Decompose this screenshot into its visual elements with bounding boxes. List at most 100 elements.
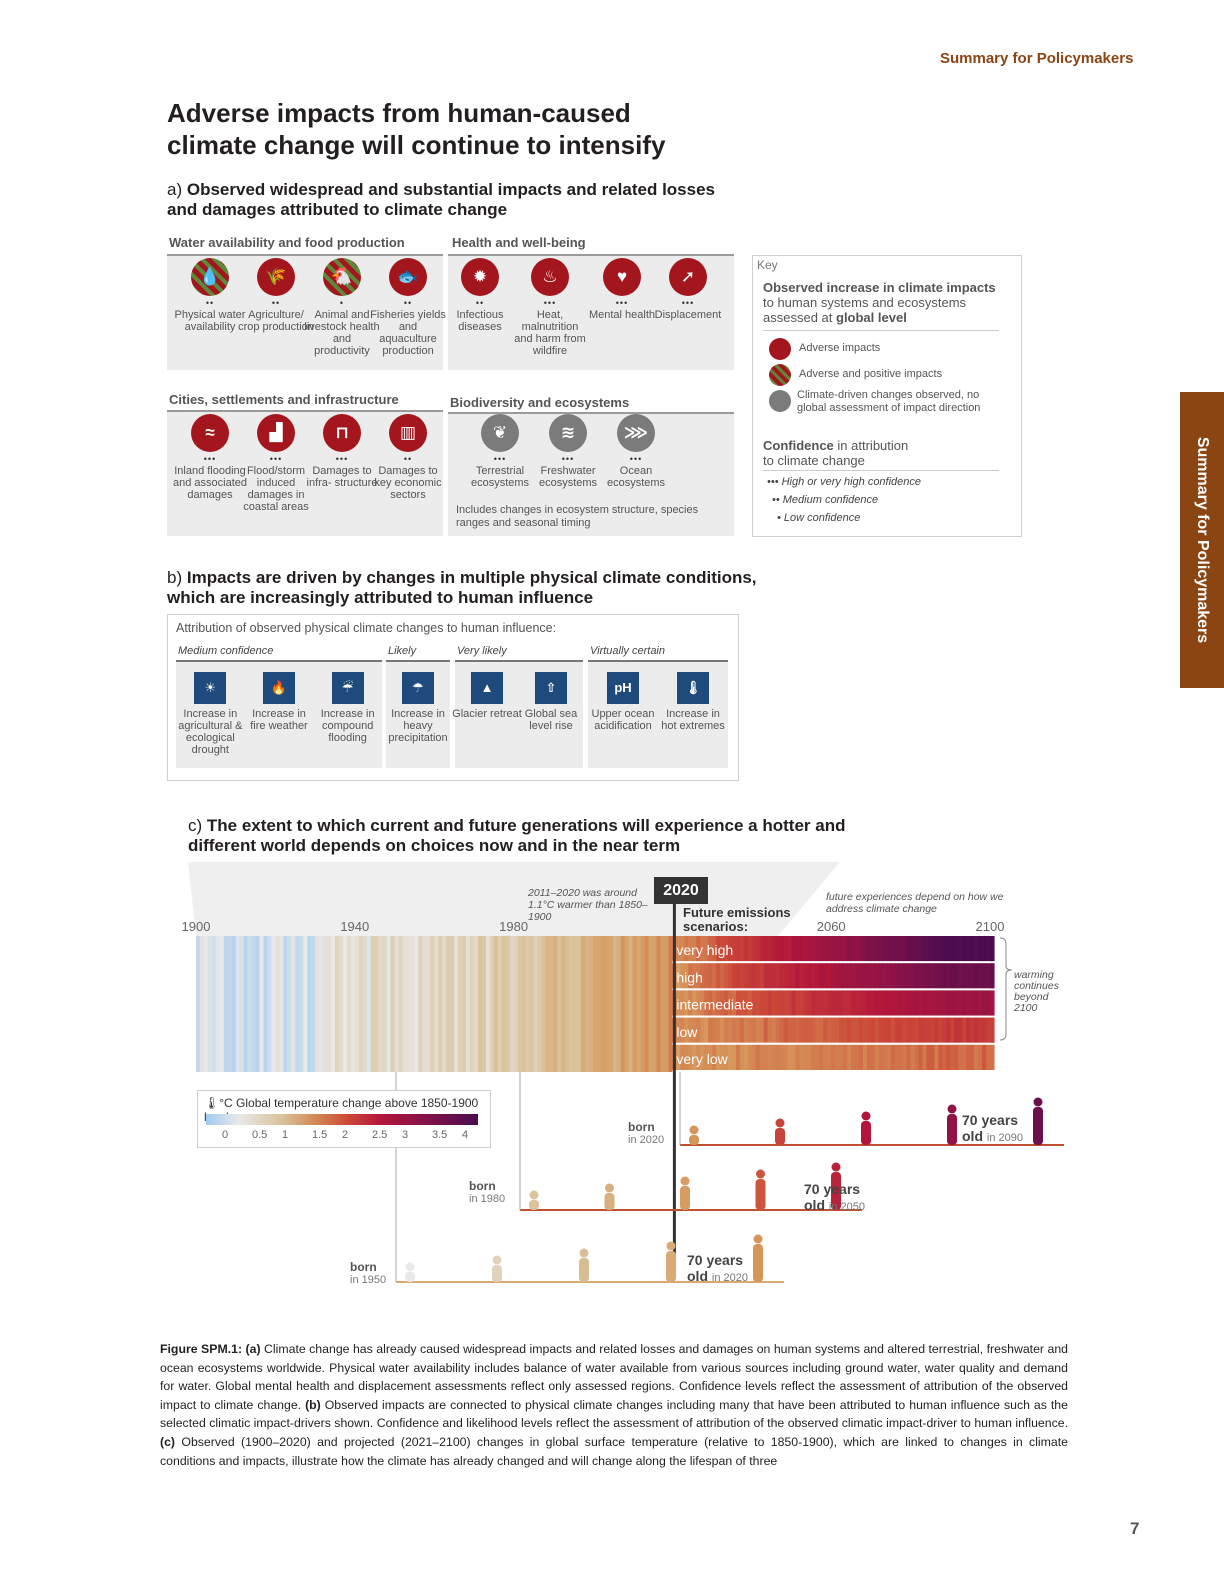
observed-stripe <box>196 936 201 1072</box>
person-head <box>1033 1097 1043 1107</box>
scenario-stripe <box>771 936 777 962</box>
observed-stripe <box>259 936 265 1072</box>
person-figure <box>529 1200 539 1210</box>
scenario-stripe <box>966 963 971 989</box>
legend-tick: 4 <box>462 1129 469 1141</box>
scenario-stripe <box>974 1017 979 1043</box>
scenario-stripe <box>811 1017 816 1043</box>
confidence-title: Confidence in attribution to climate cha… <box>763 438 909 468</box>
scenario-stripe <box>894 936 900 962</box>
driver-item: ▲ Glacier retreat <box>452 672 522 720</box>
scenario-stripe <box>982 1017 987 1043</box>
scenario-stripe <box>918 1017 924 1043</box>
scenario-stripe <box>676 963 681 989</box>
scenario-stripe <box>878 963 884 989</box>
scenario-stripe <box>954 1017 959 1043</box>
scenario-stripe <box>831 1017 836 1043</box>
scenario-stripe <box>839 963 844 989</box>
scenario-stripe <box>759 963 765 989</box>
scenario-stripe <box>827 963 832 989</box>
driver-label: Increase in fire weather <box>250 708 308 732</box>
scenario-stripe <box>795 936 801 962</box>
level-rule <box>588 660 728 662</box>
scenario-stripe <box>692 936 697 962</box>
scenario-stripe <box>894 963 900 989</box>
scenario-stripe <box>680 1017 685 1043</box>
scenario-stripe <box>874 963 880 989</box>
scenario-stripe <box>986 1017 991 1043</box>
temperature-legend: 🌡°C Global temperature change above 1850… <box>197 1090 491 1148</box>
bridge-icon: ⊓ <box>323 414 361 452</box>
scenario-stripe <box>847 1017 852 1043</box>
scenario-stripe <box>938 1044 943 1070</box>
scenario-stripe <box>811 990 816 1016</box>
scenario-stripe <box>862 1044 868 1070</box>
scenario-stripe <box>890 963 896 989</box>
scenario-stripe <box>938 963 943 989</box>
person-figure <box>775 1128 785 1145</box>
scenario-stripe <box>735 936 741 962</box>
scenario-stripe <box>970 963 975 989</box>
scenario-stripe <box>862 936 868 962</box>
scenario-stripe <box>934 1017 939 1043</box>
scenario-stripe <box>807 936 812 962</box>
scenario-stripe <box>866 963 872 989</box>
scenario-stripe <box>724 990 729 1016</box>
scenario-stripe <box>783 936 789 962</box>
observed-stripe <box>473 936 479 1072</box>
scenario-stripe <box>680 1044 685 1070</box>
scenario-stripe <box>708 990 713 1016</box>
observed-stripe <box>382 936 388 1072</box>
scenario-stripe <box>870 963 876 989</box>
scenario-stripe <box>724 963 729 989</box>
impact-item: ➚ ••• Displacement <box>650 258 726 321</box>
scenario-stripe <box>704 1044 709 1070</box>
observed-stripe <box>227 936 233 1072</box>
scenario-stripe <box>827 990 832 1016</box>
driver-label: Increase in heavy precipitation <box>388 708 448 744</box>
scenario-stripe <box>763 990 769 1016</box>
scenario-stripe <box>819 990 824 1016</box>
observed-stripe <box>414 936 419 1072</box>
person-figure <box>755 1179 766 1210</box>
person-figure <box>604 1193 615 1210</box>
scenario-stripe <box>890 1017 896 1043</box>
fish-icon: 🐟 <box>389 258 427 296</box>
person-figure <box>861 1121 871 1145</box>
observed-stripe <box>346 936 352 1072</box>
impact-item: ≋ ••• Freshwater ecosystems <box>530 414 606 489</box>
scenario-stripe <box>886 936 892 962</box>
observed-stripe <box>307 936 312 1072</box>
observed-stripe <box>461 936 467 1072</box>
likelihood-level: Virtually certain <box>590 645 665 657</box>
scenario-stripe <box>696 1044 701 1070</box>
scenario-stripe <box>874 1044 880 1070</box>
scenario-stripe <box>870 1017 876 1043</box>
note-warmer: 2011–2020 was around 1.1°C warmer than 1… <box>528 887 648 923</box>
driver-label: Increase in agricultural & ecological dr… <box>178 708 243 756</box>
scenario-stripe <box>700 936 705 962</box>
scenario-stripe <box>807 990 812 1016</box>
scenario-stripe <box>902 963 908 989</box>
scenario-stripe <box>771 1017 777 1043</box>
scenario-stripe <box>747 1044 753 1070</box>
scenario-stripe <box>767 1044 773 1070</box>
impact-item: ▟ ••• Flood/storm induced damages in coast… <box>238 414 314 513</box>
observed-stripe <box>632 936 638 1072</box>
scenario-stripe <box>759 936 765 962</box>
scenario-stripe <box>676 1044 681 1070</box>
scenario-stripe <box>986 963 991 989</box>
scenario-stripe <box>843 1044 848 1070</box>
observed-stripe <box>557 936 562 1072</box>
observed-stripe <box>422 936 427 1072</box>
observed-stripe <box>525 936 531 1072</box>
observed-stripe <box>235 936 241 1072</box>
observed-stripe <box>620 936 626 1072</box>
scenario-stripe <box>970 1017 975 1043</box>
rain-icon: ☂ <box>402 672 434 704</box>
observed-stripe <box>223 936 229 1072</box>
scenario-stripe <box>990 1017 995 1043</box>
scenario-stripe <box>986 936 991 962</box>
scenario-label: very low <box>676 1051 728 1067</box>
confidence-dots: •• <box>475 298 485 308</box>
